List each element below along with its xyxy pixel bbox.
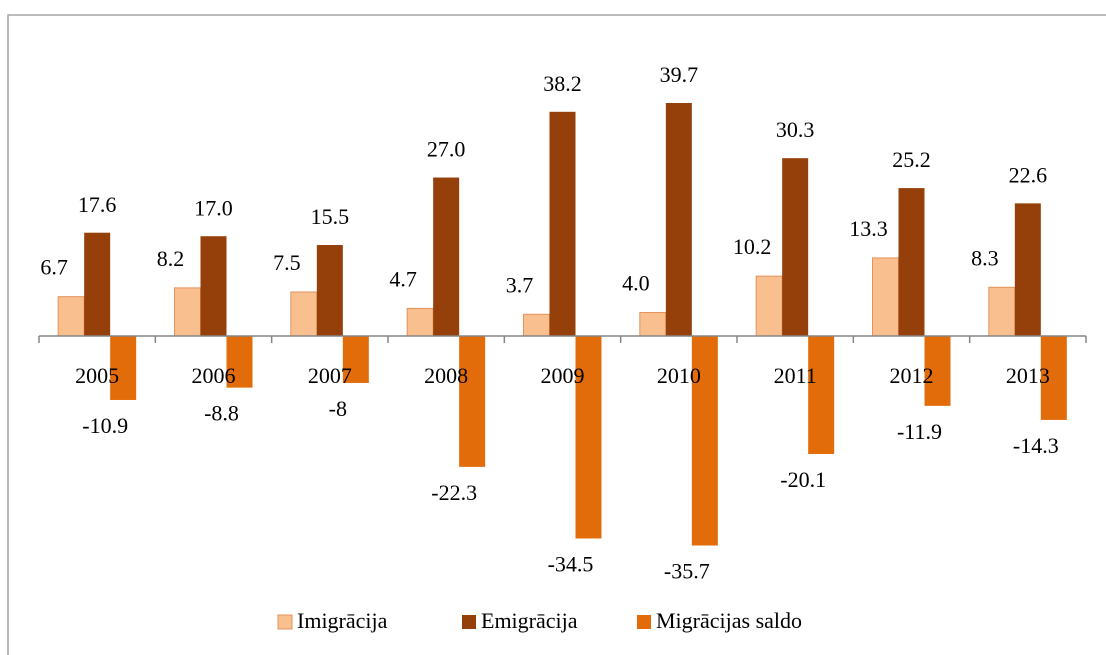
- legend-label: Migrācijas saldo: [656, 608, 802, 633]
- value-label: -11.9: [897, 419, 942, 444]
- value-label: 17.6: [78, 192, 117, 217]
- value-label: -22.3: [431, 480, 477, 505]
- value-label: 15.5: [311, 204, 350, 229]
- x-tick-label: 2009: [541, 363, 585, 388]
- value-label: 8.2: [157, 246, 185, 271]
- value-label: 4.0: [622, 271, 650, 296]
- bar: [808, 336, 835, 454]
- x-tick-label: 2006: [192, 363, 236, 388]
- value-label: 38.2: [543, 71, 582, 96]
- bar: [691, 336, 718, 546]
- value-label: -14.3: [1013, 433, 1059, 458]
- x-tick-label: 2005: [75, 363, 119, 388]
- value-label: 3.7: [506, 272, 534, 297]
- legend-label: Imigrācija: [297, 608, 388, 633]
- bar: [200, 236, 227, 336]
- bar: [290, 291, 318, 337]
- bar: [1014, 203, 1041, 336]
- bar: [226, 336, 253, 388]
- bar: [898, 188, 925, 336]
- value-label: 7.5: [273, 250, 301, 275]
- legend-label: Emigrācija: [481, 608, 578, 633]
- value-label: 17.0: [194, 195, 233, 220]
- bar: [575, 336, 602, 539]
- value-label: 22.6: [1009, 162, 1048, 187]
- bar: [639, 312, 667, 337]
- value-label: 8.3: [971, 245, 999, 270]
- value-label: 13.3: [849, 216, 888, 241]
- bar: [174, 287, 201, 337]
- bar: [523, 313, 550, 337]
- bar: [665, 103, 692, 336]
- x-tick-label: 2007: [308, 363, 352, 388]
- legend-swatch: [637, 615, 651, 629]
- value-label: 6.7: [40, 255, 68, 280]
- chart-border: [7, 14, 1106, 655]
- value-label: -20.1: [780, 467, 826, 492]
- value-label: -35.7: [664, 559, 710, 584]
- value-label: -34.5: [548, 552, 594, 577]
- value-label: 10.2: [733, 234, 772, 259]
- value-label: 25.2: [892, 147, 931, 172]
- bar: [57, 296, 85, 337]
- bar: [549, 111, 576, 336]
- value-label: -8: [329, 396, 347, 421]
- bar: [782, 158, 809, 336]
- bar: [406, 307, 434, 337]
- bar: [872, 257, 899, 337]
- bar: [316, 245, 343, 336]
- legend-swatch: [277, 614, 293, 630]
- value-label: 4.7: [389, 266, 417, 291]
- x-tick-label: 2013: [1006, 363, 1050, 388]
- value-label: -10.9: [82, 413, 128, 438]
- bar: [110, 336, 137, 400]
- value-label: -8.8: [204, 401, 239, 426]
- legend-swatch: [462, 615, 476, 629]
- bar: [433, 177, 460, 336]
- value-label: 27.0: [427, 137, 466, 162]
- bar: [988, 286, 1016, 337]
- value-label: 39.7: [660, 62, 699, 87]
- x-tick-label: 2010: [657, 363, 701, 388]
- bar: [755, 275, 783, 337]
- x-tick-label: 2012: [890, 363, 934, 388]
- x-tick-label: 2008: [424, 363, 468, 388]
- value-label: 30.3: [776, 117, 815, 142]
- bar: [924, 336, 951, 406]
- x-tick-label: 2011: [774, 363, 817, 388]
- bar: [1040, 336, 1067, 420]
- bar: [84, 232, 111, 336]
- bar: [342, 336, 369, 383]
- bar: [459, 336, 486, 467]
